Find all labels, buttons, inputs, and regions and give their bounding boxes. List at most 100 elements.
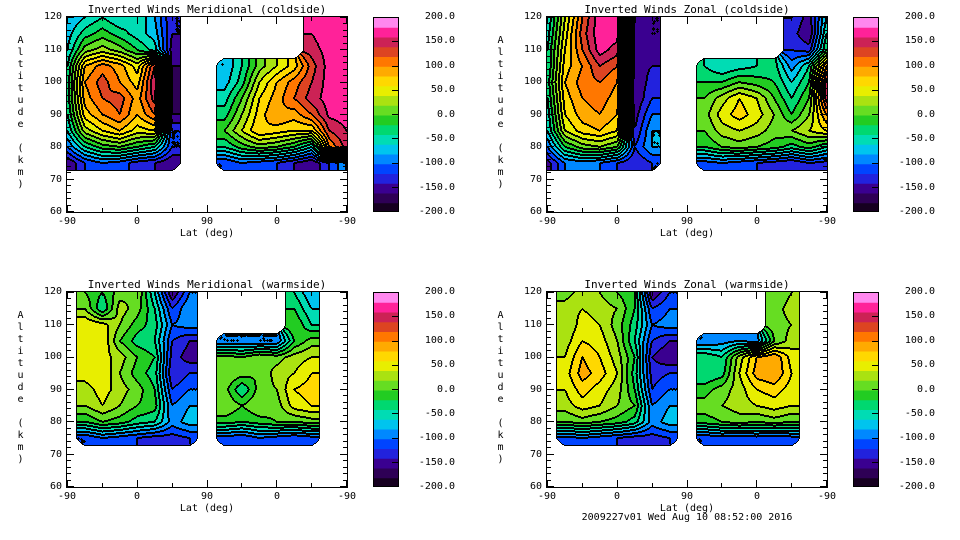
colorbar-label: -50.0 (424, 132, 455, 144)
colorbar-label: 150.0 (904, 35, 935, 47)
y-tick-label: 60 (49, 206, 62, 217)
colorbar-label: 50.0 (430, 84, 455, 96)
panel-title: Inverted Winds Meridional (coldside) (87, 3, 327, 16)
x-tick-label: 0 (273, 491, 281, 502)
x-axis-label: Lat (deg) (659, 503, 715, 514)
colorbar (853, 17, 879, 212)
y-tick-label: 80 (49, 416, 62, 427)
colorbar-label: 100.0 (424, 334, 455, 346)
y-tick-label: 90 (49, 383, 62, 395)
colorbar-label: -50.0 (904, 132, 935, 144)
colorbar-label: 100.0 (904, 334, 935, 346)
contour-canvas (547, 17, 827, 212)
y-tick-label: 120 (523, 286, 542, 297)
colorbar-label: -150.0 (418, 456, 455, 468)
colorbar-label: 200.0 (904, 11, 935, 22)
panel-title: Inverted Winds Zonal (warmside) (584, 278, 790, 291)
colorbar-label: 200.0 (424, 286, 455, 297)
colorbar-label: -150.0 (898, 456, 935, 468)
x-tick-label: -90 (57, 491, 77, 502)
colorbar (373, 17, 399, 212)
x-axis-label: Lat (deg) (659, 228, 715, 239)
x-axis-label: Lat (deg) (179, 228, 235, 239)
x-tick-label: 90 (680, 216, 694, 227)
y-tick-label: 90 (529, 383, 542, 395)
y-tick-label: 80 (529, 416, 542, 427)
y-tick-label: 60 (49, 481, 62, 492)
x-tick-label: 0 (273, 216, 281, 227)
colorbar-label: 200.0 (904, 286, 935, 297)
colorbar-label: -50.0 (424, 407, 455, 419)
axes-frame (66, 16, 348, 213)
y-tick-label: 70 (529, 173, 542, 185)
colorbar-label: 100.0 (424, 59, 455, 71)
y-axis-label: Altitude (km) (15, 35, 26, 191)
y-tick-label: 110 (43, 43, 62, 55)
colorbar-label: -100.0 (418, 432, 455, 444)
y-tick-label: 70 (49, 448, 62, 460)
panel-title: Inverted Winds Meridional (warmside) (87, 278, 327, 291)
colorbar-label: -100.0 (898, 157, 935, 169)
colorbar-label: 150.0 (424, 35, 455, 47)
colorbar-label: 0.0 (436, 108, 455, 120)
colorbar-label: -100.0 (418, 157, 455, 169)
x-axis-label: Lat (deg) (179, 503, 235, 514)
axes-frame (546, 291, 828, 488)
colorbar (373, 292, 399, 487)
colorbar-label: 100.0 (904, 59, 935, 71)
colorbar-label: 150.0 (904, 310, 935, 322)
colorbar-label: -100.0 (898, 432, 935, 444)
colorbar-label: 0.0 (436, 383, 455, 395)
x-tick-label: -90 (817, 491, 837, 502)
y-tick-label: 100 (43, 76, 62, 87)
colorbar (853, 292, 879, 487)
x-tick-label: 0 (133, 216, 141, 227)
y-tick-label: 100 (523, 76, 542, 87)
axes-frame (66, 291, 348, 488)
colorbar-label: 50.0 (430, 359, 455, 371)
y-tick-label: 60 (529, 206, 542, 217)
x-tick-label: -90 (537, 216, 557, 227)
timestamp: 2009227v01 Wed Aug 10 08:52:00 2016 (581, 512, 793, 523)
y-tick-label: 110 (523, 43, 542, 55)
y-tick-label: 90 (49, 108, 62, 120)
y-tick-label: 90 (529, 108, 542, 120)
x-tick-label: -90 (537, 491, 557, 502)
contour-canvas (547, 292, 827, 487)
y-tick-label: 70 (529, 448, 542, 460)
x-tick-label: 0 (133, 491, 141, 502)
colorbar-label: 150.0 (424, 310, 455, 322)
x-tick-label: -90 (57, 216, 77, 227)
colorbar-label: -200.0 (898, 206, 935, 217)
colorbar-label: 50.0 (910, 359, 935, 371)
x-tick-label: -90 (337, 216, 357, 227)
colorbar-label: 200.0 (424, 11, 455, 22)
y-tick-label: 80 (529, 141, 542, 152)
y-axis-label: Altitude (km) (495, 35, 506, 191)
colorbar-label: -150.0 (418, 181, 455, 193)
y-tick-label: 120 (523, 11, 542, 22)
y-tick-label: 60 (529, 481, 542, 492)
y-tick-label: 110 (523, 318, 542, 330)
colorbar-label: -200.0 (898, 481, 935, 492)
colorbar-label: -50.0 (904, 407, 935, 419)
contour-canvas (67, 292, 347, 487)
y-tick-label: 100 (43, 351, 62, 362)
y-tick-label: 120 (43, 11, 62, 22)
colorbar-label: -200.0 (418, 206, 455, 217)
y-tick-label: 70 (49, 173, 62, 185)
colorbar-label: 0.0 (916, 383, 935, 395)
x-tick-label: -90 (337, 491, 357, 502)
colorbar-label: -150.0 (898, 181, 935, 193)
y-axis-label: Altitude (km) (495, 310, 506, 466)
colorbar-label: 50.0 (910, 84, 935, 96)
y-tick-label: 100 (523, 351, 542, 362)
y-tick-label: 120 (43, 286, 62, 297)
x-tick-label: 0 (753, 216, 761, 227)
axes-frame (546, 16, 828, 213)
contour-canvas (67, 17, 347, 212)
y-tick-label: 80 (49, 141, 62, 152)
colorbar-label: -200.0 (418, 481, 455, 492)
colorbar-label: 0.0 (916, 108, 935, 120)
